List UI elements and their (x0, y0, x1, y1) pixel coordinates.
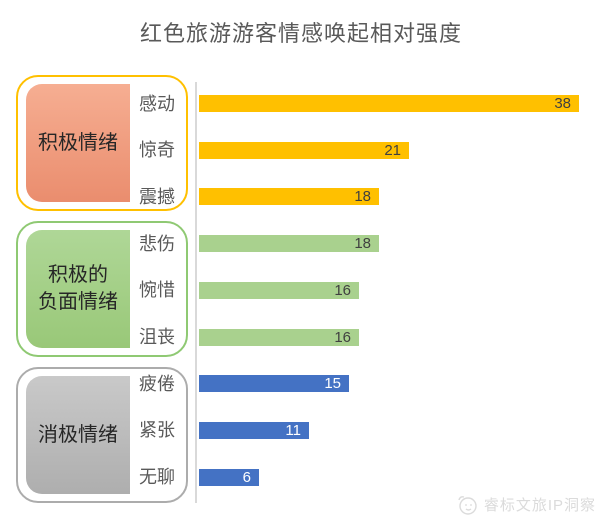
group-label-box: 积极情绪 (26, 84, 130, 202)
group-label: 消极情绪 (38, 423, 118, 446)
bar-value-label: 18 (354, 235, 371, 253)
category-label: 惋惜 (139, 280, 175, 301)
watermark-text: 睿标文旅IP洞察 (483, 496, 596, 514)
bar-value-label: 15 (324, 375, 341, 393)
bar-value-label: 38 (554, 95, 571, 112)
bar-value-label: 11 (285, 421, 301, 439)
group-label: 积极的 负面情绪 (38, 264, 118, 313)
bar: 15 (199, 375, 349, 393)
bar: 21 (199, 141, 409, 159)
y-axis-line (195, 82, 197, 503)
category-label: 沮丧 (139, 327, 175, 347)
category-label: 感动 (139, 93, 175, 114)
chart-title: 红色旅游游客情感唤起相对强度 (139, 21, 462, 46)
bar-value-label: 16 (334, 281, 351, 299)
bar-value-label: 6 (242, 468, 251, 486)
bar-value-label: 16 (334, 328, 351, 346)
bar: 6 (199, 468, 259, 486)
group-label-box: 积极的 负面情绪 (26, 230, 130, 348)
category-label: 疲倦 (139, 373, 175, 394)
category-label: 惊奇 (139, 140, 175, 161)
emotion-group-box: 积极的 负面情绪 (16, 221, 188, 357)
category-label: 震撼 (139, 186, 175, 207)
group-label: 积极情绪 (38, 131, 118, 154)
category-label: 悲伤 (139, 233, 175, 254)
bar-value-label: 18 (354, 188, 371, 206)
bar: 18 (199, 188, 379, 206)
bar: 11 (199, 421, 309, 439)
category-label: 无聊 (139, 467, 175, 488)
group-label-box: 消极情绪 (26, 376, 130, 494)
category-label: 紧张 (139, 420, 175, 441)
bar: 18 (199, 235, 379, 253)
bar: 16 (199, 281, 359, 299)
bar-value-label: 21 (384, 141, 401, 159)
watermark: 睿标文旅IP洞察 (455, 492, 596, 516)
bar: 38 (199, 95, 579, 112)
emotion-group-box: 积极情绪 (16, 75, 188, 211)
bar: 16 (199, 328, 359, 346)
watermark-logo-icon (458, 496, 477, 515)
emotion-group-box: 消极情绪 (16, 367, 188, 503)
